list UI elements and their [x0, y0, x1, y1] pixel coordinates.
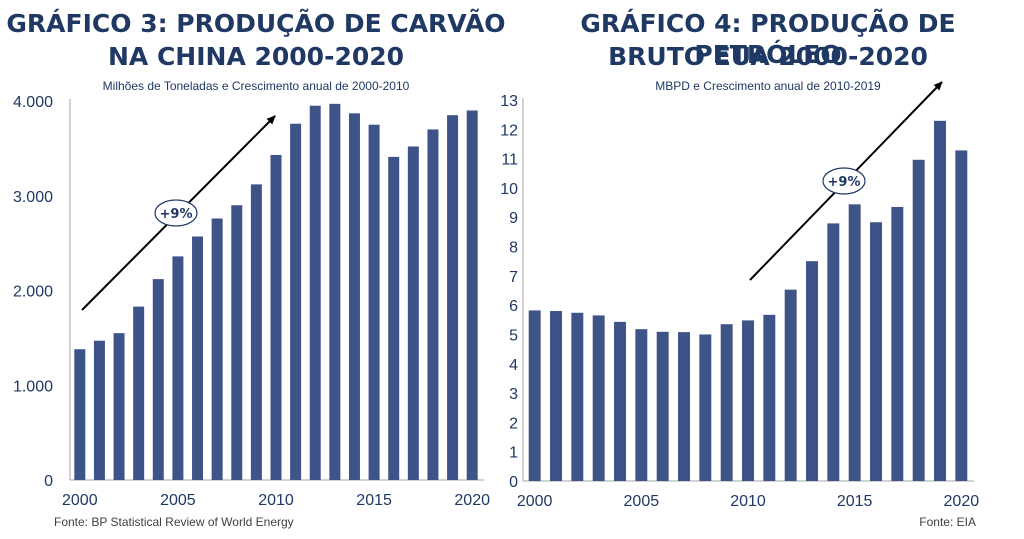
bar-2011 [290, 123, 302, 481]
chart-panel-oil: GRÁFICO 4: PRODUÇÃO DE PETRÓLEO BRUTO EU… [500, 0, 1024, 539]
bar-2001 [93, 340, 105, 480]
bar-2001 [550, 311, 562, 481]
y-tick-label: 6 [509, 298, 518, 315]
y-tick-label: 3.000 [13, 189, 53, 206]
bar-2002 [113, 333, 125, 480]
chart-panel-coal: GRÁFICO 3: PRODUÇÃO DE CARVÃO NA CHINA 2… [6, 9, 506, 529]
chart-subtitle: Milhões de Toneladas e Crescimento anual… [102, 79, 410, 93]
y-tick-label: 12 [500, 122, 518, 139]
chart-title-line2: NA CHINA 2000-2020 [107, 42, 405, 71]
growth-badge [822, 167, 866, 195]
chart-source: Fonte: BP Statistical Review of World En… [54, 515, 294, 529]
x-tick-label: 2010 [730, 493, 766, 510]
x-tick-label: 2005 [624, 493, 660, 510]
y-tick-label: 0 [509, 474, 518, 491]
y-tick-label: 13 [500, 93, 518, 110]
bar-2007 [211, 218, 223, 481]
chart-title-line1: GRÁFICO 3: PRODUÇÃO DE CARVÃO [6, 9, 506, 38]
chart-title-line1: GRÁFICO 4: PRODUÇÃO DE PETRÓLEO [580, 9, 956, 69]
y-tick-label: 4 [509, 357, 518, 374]
x-tick-label: 2020 [944, 493, 980, 510]
bar-2013 [329, 103, 341, 480]
y-tick-label: 4.000 [13, 94, 53, 111]
bar-2017 [891, 206, 904, 481]
bar-2018 [427, 129, 439, 481]
growth-badge [154, 199, 198, 227]
y-tick-label: 9 [509, 210, 518, 227]
bar-2018 [912, 159, 925, 481]
bar-2003 [592, 315, 605, 481]
bar-2019 [447, 115, 459, 481]
bar-2008 [231, 205, 243, 480]
bar-2007 [678, 332, 690, 481]
bar-2017 [407, 146, 419, 481]
bar-2020 [955, 150, 968, 481]
x-tick-label: 2015 [356, 492, 392, 509]
bar-2016 [870, 222, 882, 481]
x-tick-label: 2000 [62, 492, 98, 509]
bar-2013 [806, 261, 818, 481]
bar-2006 [656, 331, 669, 481]
bar-2009 [250, 184, 262, 480]
bar-2014 [348, 113, 360, 480]
y-tick-label: 8 [509, 240, 518, 257]
bar-2011 [763, 314, 776, 481]
chart-source: Fonte: EIA [919, 515, 976, 529]
y-tick-label: 0 [44, 473, 53, 490]
bar-2000 [528, 310, 541, 481]
y-tick-label: 3 [509, 386, 518, 403]
coal-bar-chart: 0 1.000 2.000 3.000 4.000 2000 2005 2010 2015 202… [13, 94, 490, 509]
y-tick-label: 10 [500, 181, 518, 198]
y-tick-label: 1.000 [13, 378, 53, 395]
bar-2012 [784, 289, 797, 481]
bar-2004 [152, 279, 164, 480]
y-tick-label: 1 [509, 445, 518, 462]
bar-2012 [309, 105, 321, 481]
bar-2006 [192, 236, 204, 480]
y-tick-label: 11 [501, 152, 518, 169]
x-tick-label: 2000 [517, 493, 553, 510]
bar-2014 [827, 223, 840, 482]
bar-2004 [614, 321, 626, 481]
bar-2010 [270, 155, 282, 480]
growth-badge-label: +9% [828, 175, 861, 190]
bar-2003 [133, 306, 145, 480]
bar-2020 [466, 110, 478, 480]
x-tick-label: 2005 [160, 492, 196, 509]
chart-subtitle: MBPD e Crescimento anual de 2010-2019 [655, 79, 881, 93]
x-tick-label: 2020 [454, 492, 490, 509]
bar-2019 [934, 120, 946, 481]
bar-2010 [742, 320, 754, 481]
x-tick-label: 2015 [837, 493, 873, 510]
y-tick-label: 5 [509, 327, 518, 344]
growth-badge-label: +9% [160, 207, 193, 222]
bar-2005 [172, 256, 184, 480]
bar-2016 [388, 156, 400, 480]
bar-2000 [74, 349, 86, 480]
bar-2002 [571, 312, 584, 481]
y-tick-label: 7 [509, 269, 518, 286]
y-tick-label: 2 [509, 415, 518, 432]
bar-2015 [848, 204, 861, 481]
y-tick-label: 2.000 [13, 284, 53, 301]
bar-2009 [720, 324, 733, 481]
x-tick-label: 2010 [258, 492, 294, 509]
bar-2015 [368, 124, 380, 480]
chart-title-line2: BRUTO EUA 2000-2020 [608, 42, 928, 71]
bar-2008 [699, 334, 712, 481]
bar-2005 [635, 329, 648, 481]
